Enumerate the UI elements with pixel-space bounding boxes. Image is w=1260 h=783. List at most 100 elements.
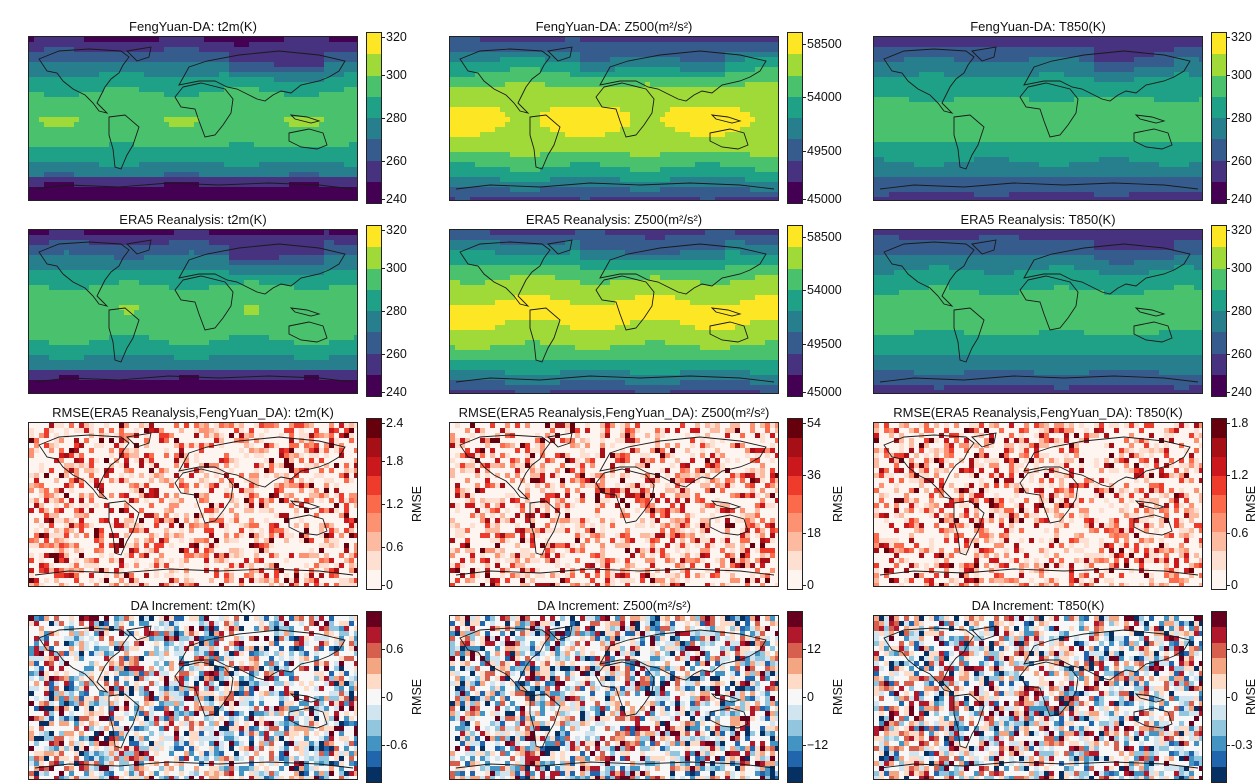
heatmap-cell — [239, 147, 245, 153]
heatmap-cell — [585, 82, 591, 88]
heatmap-cell — [730, 47, 736, 53]
heatmap-cell — [500, 97, 506, 103]
heatmap-cell — [249, 77, 255, 83]
heatmap-cell — [625, 42, 631, 48]
heatmap-cell — [735, 117, 741, 123]
heatmap-cell — [735, 62, 741, 68]
heatmap-cell — [630, 52, 636, 58]
heatmap-cell — [344, 127, 350, 133]
heatmap-cell — [309, 162, 315, 168]
heatmap-cell — [535, 167, 541, 173]
heatmap-cell — [39, 122, 45, 128]
heatmap-cell — [1114, 52, 1120, 58]
heatmap-cell — [1039, 57, 1045, 63]
heatmap-cell — [670, 67, 676, 73]
heatmap-cell — [770, 72, 776, 78]
heatmap-cell — [460, 72, 466, 78]
heatmap-cell — [344, 122, 350, 128]
heatmap-cell — [49, 97, 55, 103]
heatmap-cell — [635, 187, 641, 193]
heatmap-cell — [775, 37, 778, 43]
heatmap-cell — [650, 132, 656, 138]
heatmap-cell — [69, 157, 75, 163]
heatmap-cell — [74, 187, 80, 193]
heatmap-cell — [1199, 42, 1202, 48]
heatmap-cell — [1059, 52, 1065, 58]
heatmap-cell — [1134, 37, 1140, 43]
heatmap-cell — [209, 112, 215, 118]
heatmap-cell — [59, 47, 65, 53]
heatmap-cell — [670, 132, 676, 138]
heatmap-cell — [279, 187, 285, 193]
heatmap-cell — [159, 42, 165, 48]
heatmap-cell — [560, 152, 566, 158]
heatmap-cell — [580, 97, 586, 103]
heatmap-cell — [164, 67, 170, 73]
heatmap-cell — [114, 182, 120, 188]
heatmap-cell — [334, 152, 340, 158]
heatmap-cell — [304, 52, 310, 58]
heatmap-cell — [114, 157, 120, 163]
heatmap-cell — [535, 97, 541, 103]
heatmap-cell — [655, 37, 661, 43]
heatmap-cell — [34, 82, 40, 88]
heatmap-cell — [144, 97, 150, 103]
heatmap-cell — [139, 117, 145, 123]
heatmap-cell — [720, 187, 726, 193]
heatmap-cell — [284, 137, 290, 143]
heatmap-cell — [725, 47, 731, 53]
heatmap-cell — [129, 52, 135, 58]
heatmap-cell — [475, 122, 481, 128]
heatmap-cell — [590, 62, 596, 68]
heatmap-cell — [284, 177, 290, 183]
heatmap-cell — [319, 107, 325, 113]
heatmap-cell — [500, 162, 506, 168]
heatmap-cell — [760, 182, 766, 188]
heatmap-cell — [455, 142, 461, 148]
heatmap-cell — [525, 97, 531, 103]
heatmap-cell — [269, 197, 275, 200]
panel-title: FengYuan-DA: Z500(m²/s²) — [404, 19, 824, 34]
heatmap-cell — [294, 182, 300, 188]
heatmap-cell — [655, 162, 661, 168]
heatmap-cell — [29, 197, 35, 200]
heatmap-cell — [480, 72, 486, 78]
heatmap-cell — [645, 132, 651, 138]
heatmap-cell — [974, 67, 980, 73]
heatmap-cell — [39, 37, 45, 43]
heatmap-cell — [109, 152, 115, 158]
heatmap-cell — [690, 117, 696, 123]
heatmap-cell — [354, 92, 357, 98]
heatmap-cell — [154, 177, 160, 183]
heatmap-cell — [94, 137, 100, 143]
heatmap-cell — [154, 87, 160, 93]
heatmap-cell — [44, 197, 50, 200]
heatmap-cell — [555, 177, 561, 183]
heatmap-cell — [1129, 72, 1135, 78]
heatmap-cell — [675, 197, 681, 200]
heatmap-cell — [635, 52, 641, 58]
heatmap-cell — [675, 87, 681, 93]
heatmap-cell — [224, 82, 230, 88]
heatmap-cell — [460, 187, 466, 193]
heatmap-cell — [59, 102, 65, 108]
heatmap-cell — [194, 117, 200, 123]
heatmap-cell — [480, 42, 486, 48]
heatmap-cell — [1114, 77, 1120, 83]
heatmap-cell — [64, 102, 70, 108]
heatmap-cell — [124, 142, 130, 148]
heatmap-cell — [234, 117, 240, 123]
heatmap-cell — [199, 157, 205, 163]
heatmap-cell — [755, 192, 761, 198]
heatmap-cell — [620, 97, 626, 103]
heatmap-cell — [84, 67, 90, 73]
heatmap-cell — [480, 122, 486, 128]
heatmap-cell — [49, 167, 55, 173]
heatmap-cell — [590, 37, 596, 43]
heatmap-cell — [490, 137, 496, 143]
heatmap-cell — [655, 137, 661, 143]
heatmap-cell — [775, 47, 778, 53]
heatmap-cell — [329, 117, 335, 123]
heatmap-cell — [199, 162, 205, 168]
heatmap-cell — [109, 122, 115, 128]
